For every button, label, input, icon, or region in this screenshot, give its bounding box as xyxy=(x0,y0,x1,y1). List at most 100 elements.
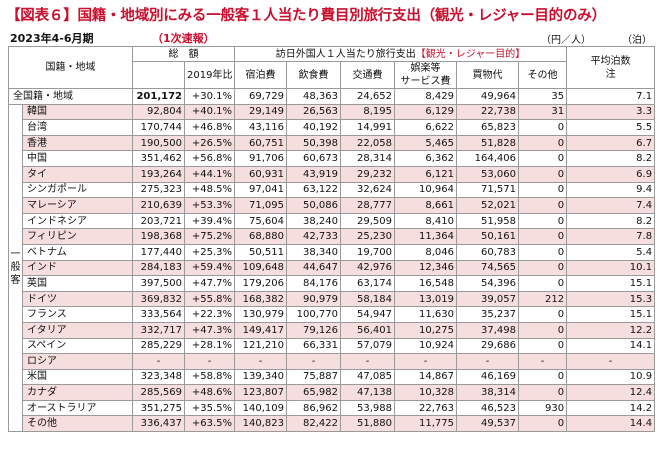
row-total: 92,804 xyxy=(132,103,185,121)
table-row: その他 336,437 +63.5% 140,823 82,422 51,880 11,77… xyxy=(9,415,656,433)
table-row: シンガポール 275,323 +48.5% 97,041 63,122 32,624 10,… xyxy=(9,181,656,199)
unit-yen-label: （円／人） xyxy=(541,35,591,46)
row-yoy: +58.8% xyxy=(184,368,235,386)
row-yoy: +40.1% xyxy=(184,103,235,121)
row-name: フィリピン xyxy=(22,228,133,245)
row-transport: 24,652 xyxy=(340,88,395,105)
row-entertainment: 10,328 xyxy=(394,384,457,401)
table-row: 香港 190,500 +26.5% 60,751 50,398 22,058 5,465 51… xyxy=(9,134,656,152)
row-entertainment: - xyxy=(394,353,457,370)
table-row: マレーシア 210,639 +53.3% 71,095 50,086 28,777 8,66… xyxy=(9,197,656,214)
row-other: 0 xyxy=(517,337,568,355)
row-shopping: 49,537 xyxy=(456,415,519,433)
row-entertainment: 16,548 xyxy=(394,275,457,292)
row-food: 66,331 xyxy=(286,337,341,355)
row-other: 0 xyxy=(517,306,568,323)
row-transport: 56,401 xyxy=(340,321,395,339)
row-shopping: 51,828 xyxy=(456,134,519,152)
row-nights: 5.5 xyxy=(566,119,656,136)
row-accommodation: 139,340 xyxy=(234,368,287,386)
row-name: フランス xyxy=(22,306,133,323)
table-row: ロシア - - - - - - - - - xyxy=(9,353,656,370)
row-entertainment: 12,346 xyxy=(394,259,457,277)
header-transport: 交通費 xyxy=(340,61,395,89)
spending-table: 国籍・地域 総 額 訪日外国人１人当たり旅行支出【観光・レジャー目的】 平均泊数… xyxy=(8,46,656,433)
row-name: カナダ xyxy=(22,384,133,401)
general-visitor-label: 一般客 xyxy=(8,103,23,433)
table-row: フランス 333,564 +22.3% 130,979 100,770 54,947 11,… xyxy=(9,306,656,323)
row-nights: - xyxy=(566,353,656,370)
row-shopping: 65,823 xyxy=(456,119,519,136)
row-other: 930 xyxy=(517,399,568,417)
table-row: タイ 193,264 +44.1% 60,931 43,919 29,232 6,121 53… xyxy=(9,165,656,183)
header-nationality: 国籍・地域 xyxy=(8,46,133,89)
row-total: 397,500 xyxy=(132,275,185,292)
row-food: 43,919 xyxy=(286,165,341,183)
row-transport: 14,991 xyxy=(340,119,395,136)
row-food: 50,398 xyxy=(286,134,341,152)
header-entertainment: 娯楽等 サービス費 xyxy=(394,61,457,89)
row-transport: 47,085 xyxy=(340,368,395,386)
header-shopping: 買物代 xyxy=(456,61,519,89)
row-transport: 63,174 xyxy=(340,275,395,292)
row-food: 48,363 xyxy=(286,88,341,105)
row-nights: 10.9 xyxy=(566,368,656,386)
row-total: 198,368 xyxy=(132,228,185,245)
row-nights: 9.4 xyxy=(566,181,656,199)
row-transport: - xyxy=(340,353,395,370)
row-other: 0 xyxy=(517,212,568,230)
table-row-total: 全国籍・地域 201,172 +30.1% 69,729 48,363 24,6… xyxy=(8,88,656,105)
row-accommodation: 60,931 xyxy=(234,165,287,183)
row-accommodation: 75,604 xyxy=(234,212,287,230)
row-shopping: - xyxy=(456,353,519,370)
row-accommodation: 69,729 xyxy=(234,88,287,105)
row-shopping: 164,406 xyxy=(456,150,519,167)
table-row: 台湾 170,744 +46.8% 43,116 40,192 14,991 6,622 65… xyxy=(9,119,656,136)
row-other: 0 xyxy=(517,197,568,214)
row-total: 369,832 xyxy=(132,290,185,308)
row-nights: 15.1 xyxy=(566,275,656,292)
row-name: ドイツ xyxy=(22,290,133,308)
table-row: インドネシア 203,721 +39.4% 75,604 38,240 29,509 8,4… xyxy=(9,212,656,230)
row-yoy: +63.5% xyxy=(184,415,235,433)
row-transport: 51,880 xyxy=(340,415,395,433)
row-name: イタリア xyxy=(22,321,133,339)
row-accommodation: 71,095 xyxy=(234,197,287,214)
row-yoy: +59.4% xyxy=(184,259,235,277)
row-yoy: +25.3% xyxy=(184,243,235,261)
row-total: 177,440 xyxy=(132,243,185,261)
table-row: フィリピン 198,368 +75.2% 68,880 42,733 25,230 11,3… xyxy=(9,228,656,245)
row-food: 90,979 xyxy=(286,290,341,308)
row-shopping: 54,396 xyxy=(456,275,519,292)
row-accommodation: 91,706 xyxy=(234,150,287,167)
row-total: 170,744 xyxy=(132,119,185,136)
header-group: 訪日外国人１人当たり旅行支出【観光・レジャー目的】 xyxy=(233,46,568,62)
row-food: 86,962 xyxy=(286,399,341,417)
row-accommodation: 179,206 xyxy=(234,275,287,292)
row-entertainment: 11,364 xyxy=(394,228,457,245)
header-yoy: 2019年比 xyxy=(184,61,235,89)
row-yoy: +53.3% xyxy=(184,197,235,214)
row-food: 100,770 xyxy=(286,306,341,323)
preliminary-label: （1次速報） xyxy=(152,32,215,45)
row-name: 全国籍・地域 xyxy=(8,88,133,105)
row-shopping: 51,958 xyxy=(456,212,519,230)
row-accommodation: 121,210 xyxy=(234,337,287,355)
row-yoy: +48.6% xyxy=(184,384,235,401)
row-entertainment: 8,661 xyxy=(394,197,457,214)
table-row: ベトナム 177,440 +25.3% 50,511 38,340 19,700 8,046… xyxy=(9,243,656,261)
row-accommodation: 168,382 xyxy=(234,290,287,308)
row-food: 65,982 xyxy=(286,384,341,401)
row-accommodation: 123,807 xyxy=(234,384,287,401)
row-transport: 58,184 xyxy=(340,290,395,308)
row-nights: 7.1 xyxy=(566,88,656,105)
row-yoy: +46.8% xyxy=(184,119,235,136)
row-other: 0 xyxy=(517,243,568,261)
row-yoy: +56.8% xyxy=(184,150,235,167)
row-transport: 29,509 xyxy=(340,212,395,230)
row-yoy: +39.4% xyxy=(184,212,235,230)
table-row: インド 284,183 +59.4% 109,648 44,647 42,976 12,34… xyxy=(9,259,656,277)
row-transport: 28,777 xyxy=(340,197,395,214)
row-entertainment: 10,275 xyxy=(394,321,457,339)
row-total: 193,264 xyxy=(132,165,185,183)
